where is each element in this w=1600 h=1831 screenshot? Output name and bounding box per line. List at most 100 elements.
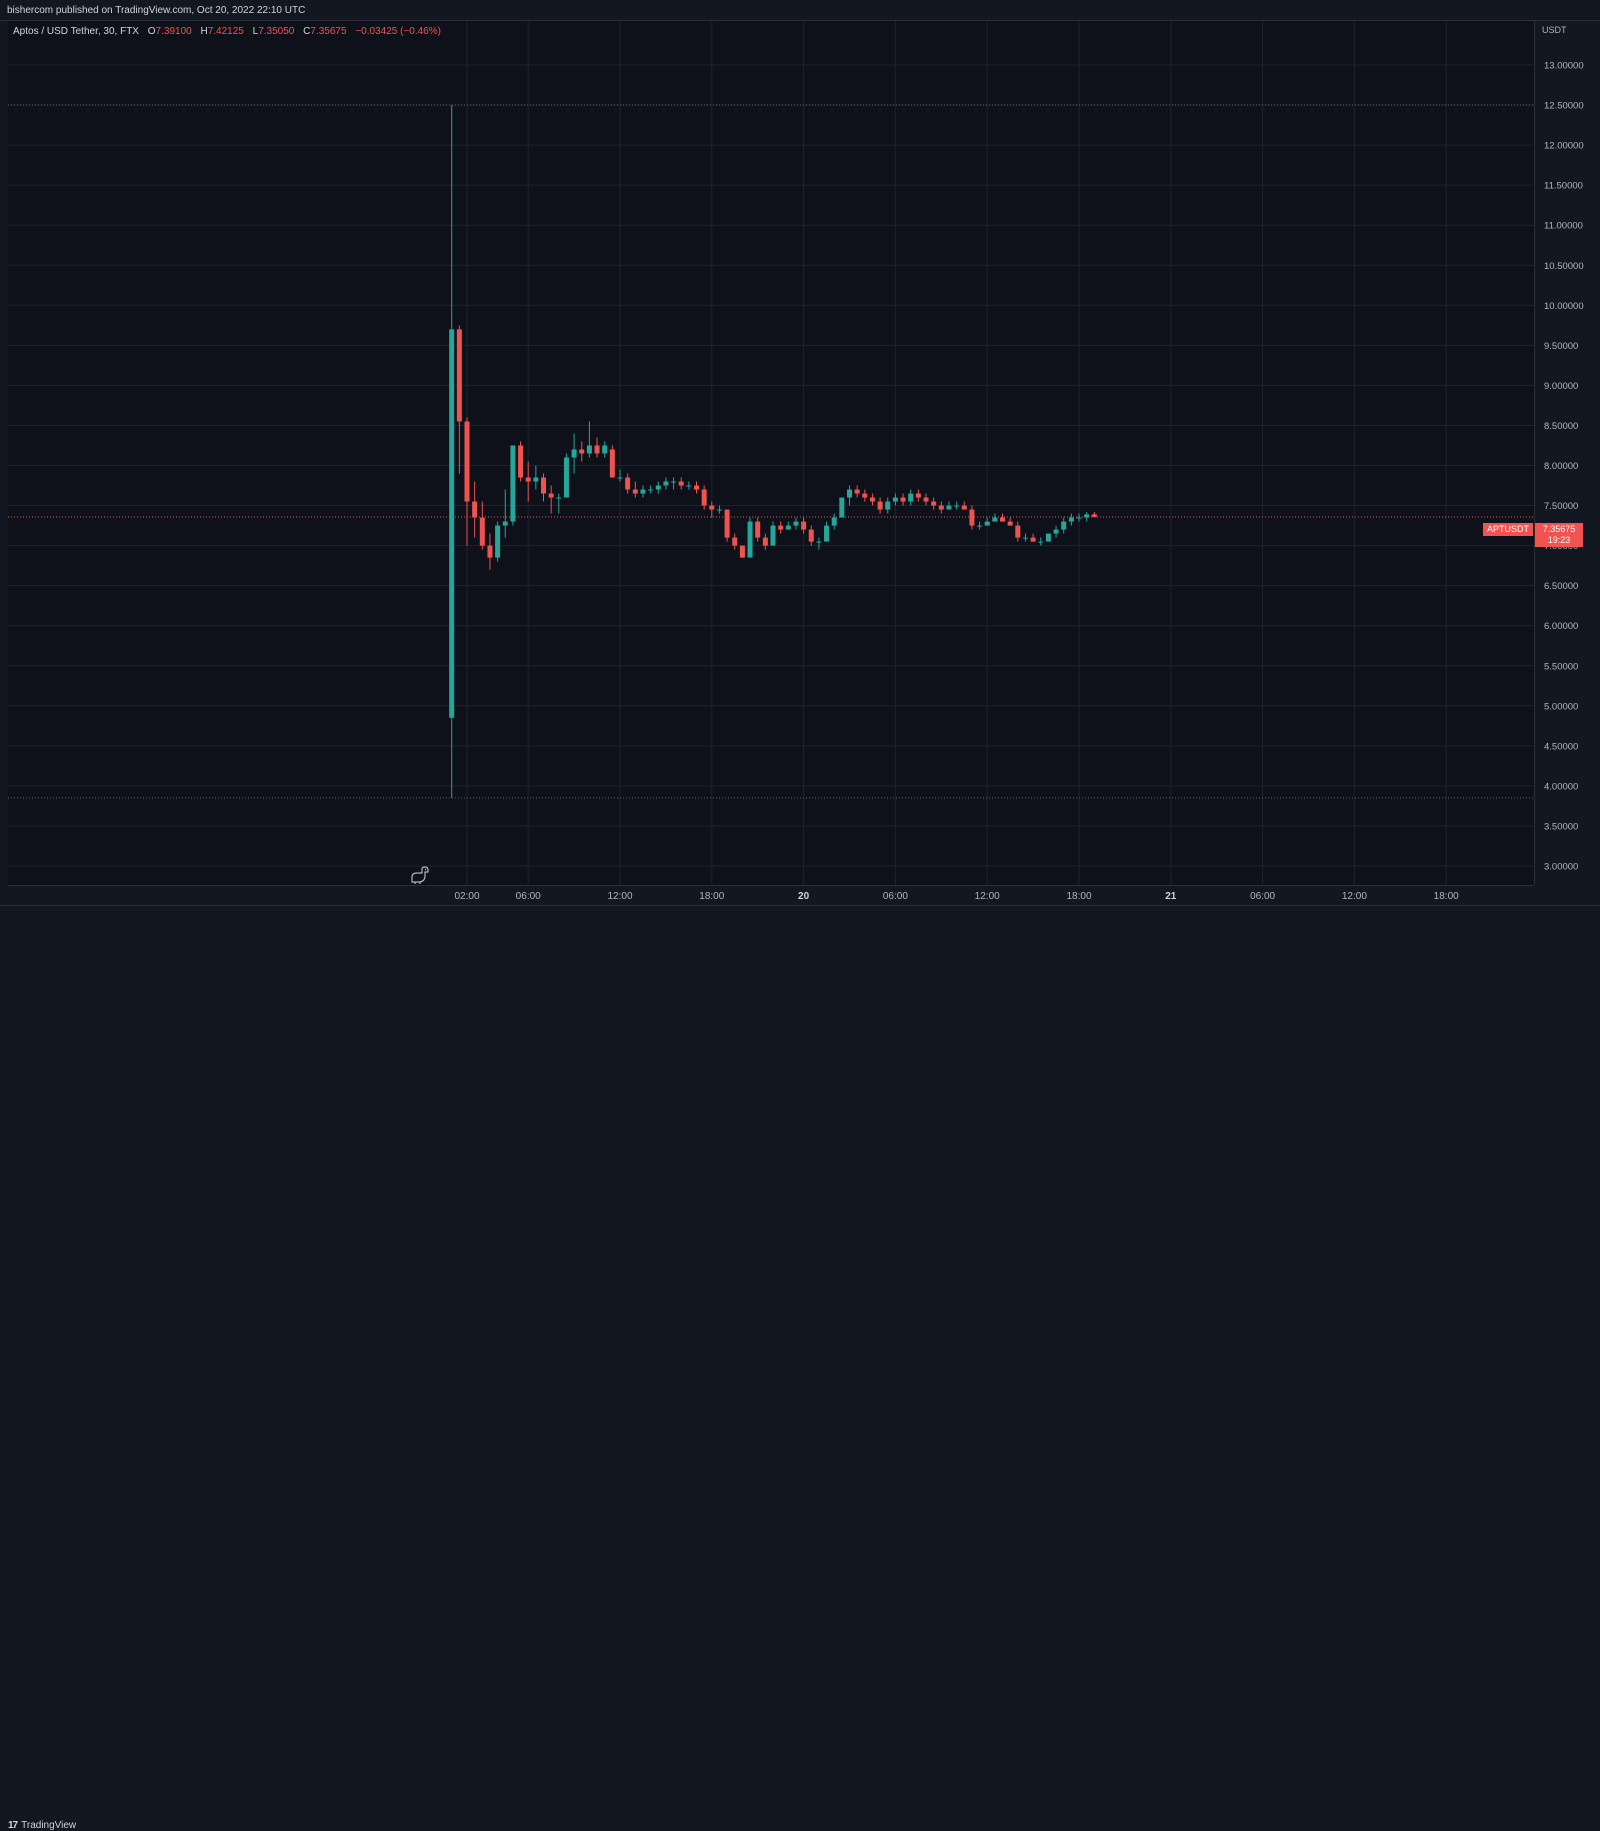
candle-body (969, 509, 975, 526)
candle-body (1061, 521, 1067, 530)
y-tick-label: 3.00000 (1544, 862, 1578, 873)
candle-body (563, 457, 569, 498)
candle-body (977, 525, 983, 527)
y-tick-label: 3.50000 (1544, 821, 1578, 832)
candle-body (1045, 533, 1051, 542)
candle-body (1030, 537, 1036, 542)
candle-body (609, 449, 615, 478)
tradingview-brand: TradingView (21, 1820, 77, 1831)
candle-body (456, 329, 462, 422)
publish-bar: bishercom published on TradingView.com, … (0, 0, 1600, 21)
legend-low: 7.35050 (258, 26, 295, 37)
candle-body (908, 493, 914, 502)
x-tick-label: 21 (1165, 891, 1177, 902)
candle-body (449, 329, 455, 718)
y-tick-label: 4.50000 (1544, 741, 1578, 752)
y-tick-label: 10.00000 (1544, 301, 1584, 312)
price-axis[interactable] (1534, 21, 1600, 885)
x-tick-label: 18:00 (699, 891, 724, 902)
candle-body (1053, 529, 1059, 534)
candle-body (961, 505, 967, 510)
y-tick-label: 13.00000 (1544, 61, 1584, 72)
candle-body (900, 497, 906, 502)
candle-body (762, 537, 768, 546)
x-tick-label: 18:00 (1066, 891, 1091, 902)
x-tick-label: 12:00 (607, 891, 632, 902)
legend-symbol: Aptos / USD Tether, 30, FTX (13, 26, 139, 37)
candle-body (1022, 537, 1028, 539)
candle-body (678, 481, 684, 486)
dinosaur-replay-icon[interactable] (409, 866, 431, 884)
candle-body (648, 489, 654, 491)
candle-body (847, 489, 852, 498)
candle-body (602, 445, 608, 454)
footer-bar: 17 TradingView (0, 905, 1600, 1831)
candle-body (854, 489, 860, 494)
y-tick-label: 9.50000 (1544, 341, 1578, 352)
candle-body (579, 449, 585, 454)
legend-high-key: H (200, 26, 208, 37)
candle-body (923, 497, 929, 502)
candle-body (640, 489, 646, 494)
candle-body (694, 485, 699, 490)
candle-body (502, 521, 508, 526)
chart-pane[interactable] (8, 21, 1534, 885)
y-tick-label: 11.00000 (1544, 221, 1583, 232)
y-tick-label: 12.50000 (1544, 101, 1584, 112)
candle-body (915, 493, 921, 498)
x-tick-label: 18:00 (1434, 891, 1459, 902)
y-tick-label: 9.00000 (1544, 381, 1578, 392)
candle-body (625, 477, 631, 490)
candle-body (770, 525, 776, 546)
candle-body (594, 445, 600, 454)
candle-body (1007, 521, 1013, 526)
tradingview-logo[interactable]: 17 TradingView (8, 1820, 76, 1831)
candle-body (487, 545, 493, 558)
candle-body (655, 485, 661, 490)
candle-body (1068, 517, 1074, 522)
candle-body (785, 525, 791, 530)
x-tick-label: 12:00 (975, 891, 1000, 902)
candle-body (1038, 541, 1044, 543)
candle-body (793, 521, 799, 526)
x-tick-label: 06:00 (1250, 891, 1275, 902)
last-price-value: 7.35675 (1542, 524, 1576, 534)
y-tick-label: 7.50000 (1544, 501, 1578, 512)
candle-body (1091, 514, 1097, 518)
bar-countdown: 19:23 (1547, 535, 1571, 545)
candle-body (541, 477, 546, 494)
candle-body (586, 445, 592, 454)
x-tick-label: 06:00 (516, 891, 541, 902)
published-caption: bishercom published on TradingView.com, … (7, 5, 306, 16)
legend-change: −0.03425 (−0.46%) (355, 26, 441, 37)
candle-body (686, 485, 692, 487)
y-tick-label: 8.00000 (1544, 461, 1578, 472)
y-tick-label: 10.50000 (1544, 261, 1584, 272)
x-tick-label: 12:00 (1342, 891, 1367, 902)
candle-body (533, 477, 539, 482)
candle-body (732, 537, 738, 546)
y-tick-label: 8.50000 (1544, 421, 1578, 432)
candle-body (877, 501, 883, 510)
candle-body (716, 509, 722, 511)
y-tick-label: 12.00000 (1544, 141, 1584, 152)
candle-body (464, 421, 470, 502)
legend-high: 7.42125 (207, 26, 244, 37)
candle-body (617, 477, 623, 479)
x-tick-label: 06:00 (883, 891, 908, 902)
legend-low-key: L (252, 26, 259, 37)
candle-body (525, 477, 531, 482)
candle-body (518, 445, 524, 478)
candle-body (954, 505, 960, 507)
price-unit-label: USDT (1542, 25, 1567, 35)
candle-body (1015, 525, 1021, 538)
candle-body (778, 525, 784, 530)
tradingview-logo-icon: 17 (8, 1820, 18, 1831)
x-tick-label: 02:00 (454, 891, 479, 902)
time-axis[interactable] (8, 885, 1534, 906)
candle-body (824, 525, 830, 542)
candle-body (808, 529, 814, 542)
candle-body (632, 489, 638, 494)
y-tick-label: 11.50000 (1544, 181, 1583, 192)
symbol-price-tag: APTUSDT (1483, 523, 1533, 536)
